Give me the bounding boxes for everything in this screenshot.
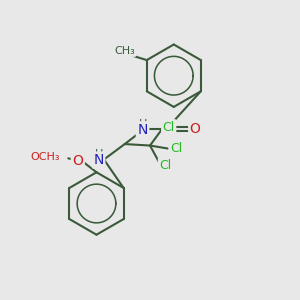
Text: Cl: Cl xyxy=(159,159,172,172)
Text: OCH₃: OCH₃ xyxy=(30,152,60,162)
Text: Cl: Cl xyxy=(170,142,182,155)
Text: H: H xyxy=(138,119,147,129)
Text: Cl: Cl xyxy=(163,121,175,134)
Text: O: O xyxy=(72,154,83,168)
Text: CH₃: CH₃ xyxy=(114,46,135,56)
Text: N: N xyxy=(137,123,148,137)
Text: H: H xyxy=(94,149,103,159)
Text: O: O xyxy=(190,122,201,136)
Text: N: N xyxy=(93,153,104,167)
